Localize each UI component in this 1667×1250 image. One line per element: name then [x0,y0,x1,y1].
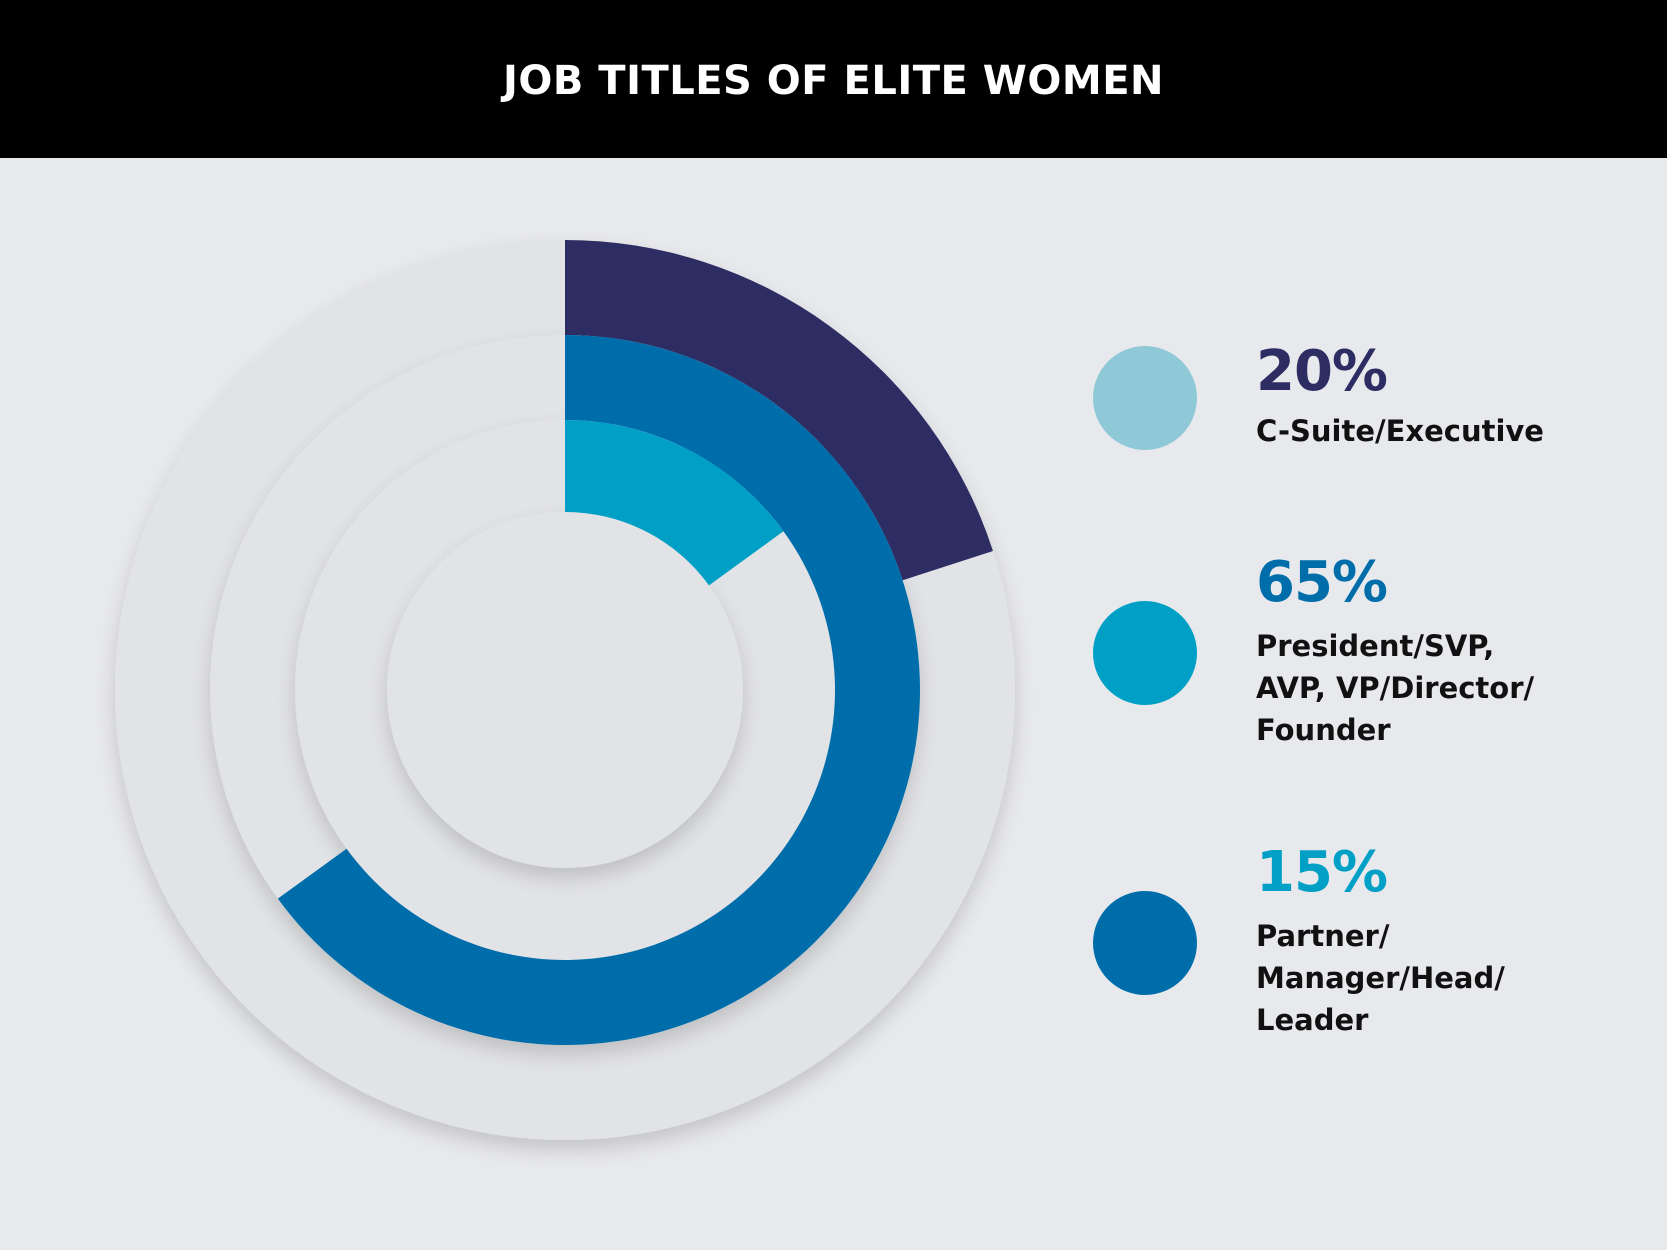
ring-arcs [277,240,993,1045]
legend-label-line: Manager/Head/ [1256,961,1505,995]
arc-partner [565,420,784,586]
legend-value-president: 65% [1256,550,1388,615]
legend-label-line: Leader [1256,1003,1369,1037]
legend-value-c-suite: 20% [1256,339,1388,404]
arc-c-suite [565,240,993,581]
chart-title: JOB TITLES OF ELITE WOMEN [502,58,1164,104]
legend-swatch-c-suite [1093,346,1197,450]
legend-label-line: Founder [1256,713,1391,747]
legend-item-partner: 15% Partner/ Manager/Head/ Leader [1093,841,1636,1045]
donut-center [387,512,743,868]
legend-label-president: President/SVP, AVP, VP/Director/ Founder [1256,625,1636,751]
legend-item-c-suite: 20% C-Suite/Executive [1093,340,1636,544]
legend-label-partner: Partner/ Manager/Head/ Leader [1256,915,1636,1041]
legend-label-c-suite: C-Suite/Executive [1256,410,1636,452]
title-bar: JOB TITLES OF ELITE WOMEN [0,0,1667,158]
legend-swatch-partner [1093,891,1197,995]
legend-label-line: Partner/ [1256,919,1390,953]
legend-swatch-president [1093,601,1197,705]
legend-label-line: C-Suite/Executive [1256,414,1544,448]
legend-label-line: President/SVP, [1256,629,1495,663]
legend-item-president: 65% President/SVP, AVP, VP/Director/ Fou… [1093,551,1636,755]
legend-value-partner: 15% [1256,840,1388,905]
legend-label-line: AVP, VP/Director/ [1256,671,1535,705]
